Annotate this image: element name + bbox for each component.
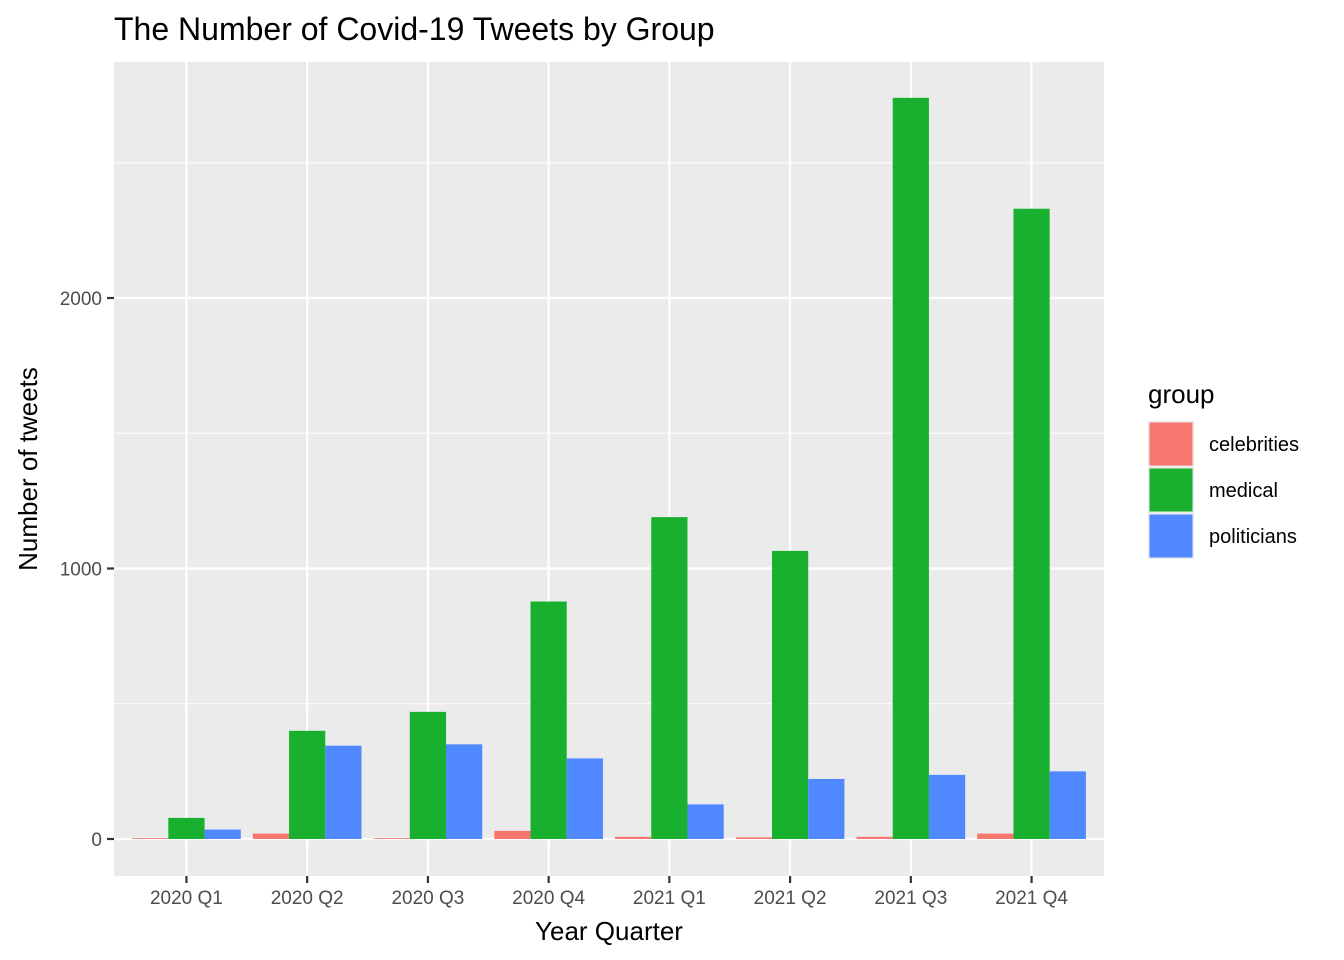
y-tick-label: 2000 xyxy=(60,289,102,310)
x-tick-label: 2021 Q1 xyxy=(633,888,706,909)
minor-gridlines xyxy=(114,162,1104,705)
x-tick-label: 2020 Q2 xyxy=(271,888,344,909)
bar-medical xyxy=(1013,208,1050,840)
bar-celebrities xyxy=(132,838,169,839)
bar-celebrities xyxy=(252,833,290,839)
legend-label: politicians xyxy=(1209,526,1297,548)
bar-medical xyxy=(651,517,688,839)
bar-politicians xyxy=(928,774,966,839)
x-tick-label: 2021 Q3 xyxy=(874,888,947,909)
bars xyxy=(132,97,1086,840)
y-axis: 0 1000 2000 xyxy=(60,289,114,851)
x-tick-label: 2021 Q2 xyxy=(754,888,827,909)
legend-label: celebrities xyxy=(1209,434,1299,456)
x-tick-label: 2020 Q4 xyxy=(512,888,585,909)
bar-medical xyxy=(289,730,326,839)
plot-panel xyxy=(114,62,1104,876)
x-tick-label: 2021 Q4 xyxy=(995,888,1068,909)
bar-politicians xyxy=(325,745,362,839)
bar-celebrities xyxy=(494,830,531,839)
x-tick-label: 2020 Q1 xyxy=(150,888,223,909)
legend-key-celebrities xyxy=(1149,422,1193,466)
y-axis-title: Number of tweets xyxy=(13,367,43,571)
legend-key-medical xyxy=(1149,468,1193,512)
bar-medical xyxy=(409,711,447,839)
panel-background xyxy=(114,62,1104,876)
bar-politicians xyxy=(446,744,483,839)
bar-celebrities xyxy=(373,838,410,839)
bar-politicians xyxy=(1049,771,1086,839)
bar-politicians xyxy=(687,804,724,839)
bar-politicians xyxy=(566,758,603,839)
legend-title: group xyxy=(1148,379,1215,409)
x-axis-title: Year Quarter xyxy=(535,916,683,946)
bar-politicians xyxy=(204,829,241,839)
y-tick-label: 1000 xyxy=(60,560,102,581)
bar-celebrities xyxy=(615,836,652,839)
bar-medical xyxy=(892,97,929,839)
chart-title: The Number of Covid-19 Tweets by Group xyxy=(114,11,715,47)
legend-items: celebrities medical politicians xyxy=(1148,421,1299,559)
bar-medical xyxy=(771,550,809,839)
bar-celebrities xyxy=(735,837,772,839)
x-axis: 2020 Q1 2020 Q2 2020 Q3 2020 Q4 2021 Q1 2021 … xyxy=(150,876,1068,909)
bar-celebrities xyxy=(856,836,893,839)
legend-key-politicians xyxy=(1149,514,1193,558)
bar-celebrities xyxy=(977,833,1014,839)
x-tick-label: 2020 Q3 xyxy=(391,888,464,909)
legend: group celebrities medical politicians xyxy=(1148,379,1299,559)
legend-label: medical xyxy=(1209,480,1278,502)
bar-medical xyxy=(530,601,567,839)
y-tick-label: 0 xyxy=(91,830,102,851)
bar-politicians xyxy=(808,778,845,839)
bar-medical xyxy=(168,817,205,839)
